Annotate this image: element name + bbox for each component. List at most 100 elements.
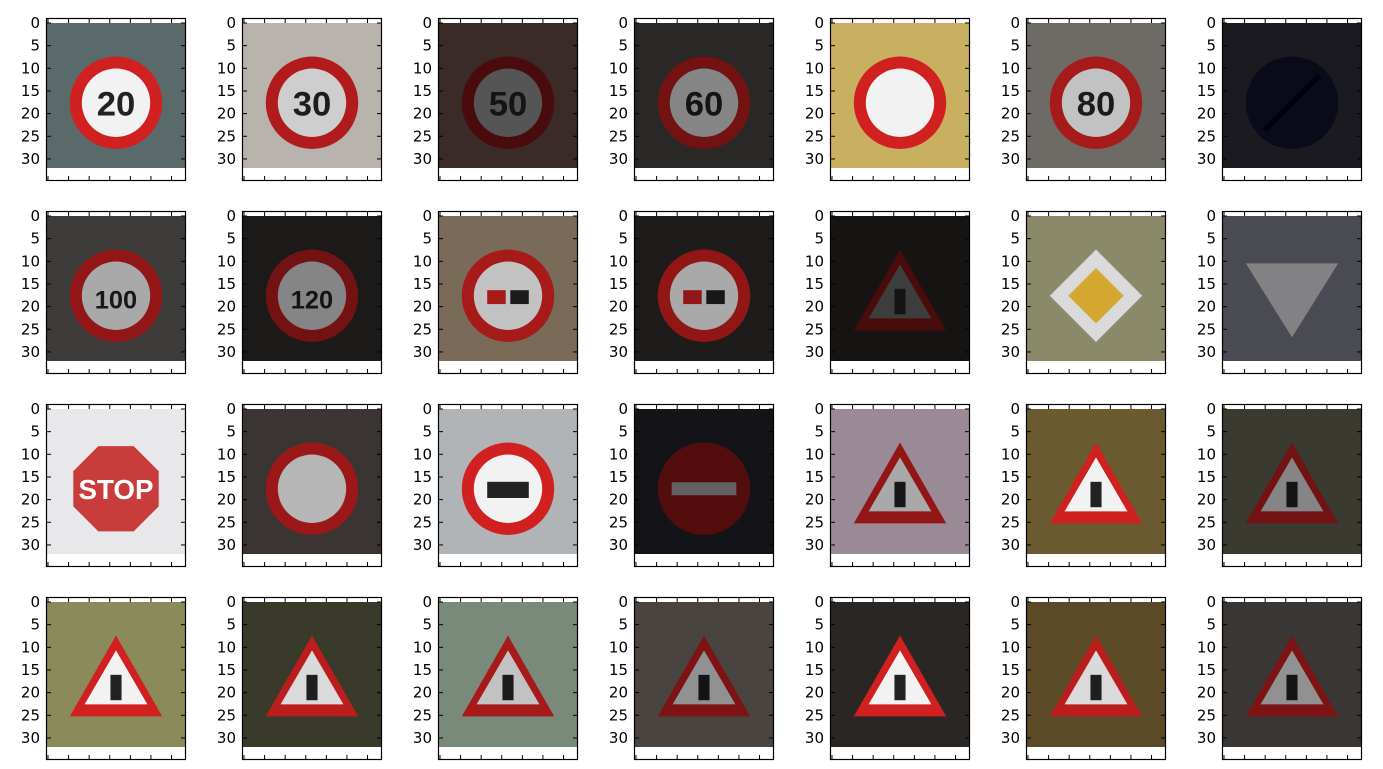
axes-frame bbox=[1221, 596, 1363, 761]
y-tick-label: 5 bbox=[422, 230, 432, 248]
y-tick-label: 30 bbox=[21, 343, 40, 361]
panel-7: 0 5 10 15 20 25 30 bbox=[1197, 14, 1363, 182]
sign-face bbox=[669, 261, 739, 330]
axes-frame bbox=[829, 17, 971, 182]
y-tick-label: 30 bbox=[1001, 729, 1020, 747]
y-tick-label: 30 bbox=[609, 343, 628, 361]
axes-frame bbox=[1025, 596, 1167, 761]
diamond-inner bbox=[1068, 268, 1124, 324]
y-tick-label: 5 bbox=[618, 423, 628, 441]
y-tick-label: 30 bbox=[805, 150, 824, 168]
panel-grid: 2005101520253030051015202530500510152025… bbox=[21, 14, 1363, 761]
y-tick-label: 25 bbox=[217, 320, 236, 338]
y-tick-label: 5 bbox=[814, 37, 824, 55]
y-tick-label: 15 bbox=[1001, 661, 1020, 679]
y-tick-label: 20 bbox=[1001, 105, 1020, 123]
y-tick-label: 20 bbox=[21, 684, 40, 702]
y-tick-label: 10 bbox=[1001, 638, 1020, 656]
y-tick-label: 30 bbox=[413, 536, 432, 554]
y-tick-label: 25 bbox=[413, 513, 432, 531]
axes-frame bbox=[1221, 210, 1363, 375]
y-tick-label: 20 bbox=[413, 105, 432, 123]
y-tick-label: 20 bbox=[21, 491, 40, 509]
y-tick-label: 0 bbox=[1010, 207, 1020, 225]
y-tick-label: 0 bbox=[618, 14, 628, 32]
axes-frame bbox=[45, 403, 187, 568]
y-tick-label: 15 bbox=[805, 82, 824, 100]
y-tick-label: 25 bbox=[805, 320, 824, 338]
end-stripe bbox=[1262, 73, 1322, 133]
y-tick-label: 15 bbox=[1197, 468, 1216, 486]
y-tick-label: 10 bbox=[609, 252, 628, 270]
panel-26: 0 5 10 15 20 25 30 bbox=[805, 593, 971, 761]
y-tick-label: 30 bbox=[1197, 729, 1216, 747]
sign-face bbox=[277, 454, 347, 523]
panel-5: 0 5 10 15 20 25 30 bbox=[805, 14, 971, 182]
y-tick-label: 15 bbox=[21, 661, 40, 679]
axes-frame bbox=[45, 17, 187, 182]
y-tick-label: 20 bbox=[217, 105, 236, 123]
y-tick-label: 25 bbox=[413, 320, 432, 338]
y-tick-label: 15 bbox=[413, 661, 432, 679]
axes-frame bbox=[45, 596, 187, 761]
y-tick-label: 20 bbox=[1001, 491, 1020, 509]
y-tick-label: 5 bbox=[1010, 37, 1020, 55]
sign-number: 60 bbox=[685, 86, 724, 124]
axes-frame bbox=[241, 17, 383, 182]
axes-frame bbox=[1221, 403, 1363, 568]
panel-11: 0 5 10 15 20 25 30 bbox=[609, 207, 775, 375]
y-tick-label: 25 bbox=[609, 127, 628, 145]
axes-frame bbox=[1221, 17, 1363, 182]
y-tick-label: 30 bbox=[413, 343, 432, 361]
y-tick-label: 5 bbox=[30, 230, 40, 248]
sign-face bbox=[865, 68, 935, 137]
y-tick-label: 30 bbox=[21, 536, 40, 554]
panel-10: 0 5 10 15 20 25 30 bbox=[413, 207, 579, 375]
y-tick-label: 15 bbox=[413, 468, 432, 486]
y-tick-label: 25 bbox=[217, 706, 236, 724]
y-tick-label: 15 bbox=[21, 275, 40, 293]
panel-14: 0 5 10 15 20 25 30 bbox=[1197, 207, 1363, 375]
y-tick-label: 0 bbox=[1206, 593, 1216, 611]
y-tick-label: 10 bbox=[1197, 445, 1216, 463]
y-tick-label: 5 bbox=[1010, 230, 1020, 248]
y-tick-label: 20 bbox=[21, 105, 40, 123]
y-tick-label: 30 bbox=[1197, 343, 1216, 361]
y-tick-label: 20 bbox=[21, 298, 40, 316]
panel-4: 60 0 5 10 15 20 25 30 bbox=[609, 14, 775, 182]
y-tick-label: 15 bbox=[217, 661, 236, 679]
y-tick-label: 5 bbox=[30, 423, 40, 441]
y-tick-label: 0 bbox=[422, 207, 432, 225]
panel-15: STOP 0 5 10 15 20 25 30 bbox=[21, 400, 187, 568]
y-tick-label: 5 bbox=[30, 616, 40, 634]
sign-face bbox=[473, 68, 543, 137]
y-tick-label: 30 bbox=[1001, 150, 1020, 168]
y-tick-label: 15 bbox=[609, 468, 628, 486]
y-tick-label: 0 bbox=[30, 400, 40, 418]
warning-symbol bbox=[894, 288, 906, 315]
y-tick-label: 30 bbox=[609, 536, 628, 554]
y-tick-label: 20 bbox=[217, 298, 236, 316]
y-tick-label: 20 bbox=[217, 684, 236, 702]
warning-symbol bbox=[110, 674, 122, 701]
sign-face bbox=[277, 68, 347, 137]
y-tick-label: 30 bbox=[805, 536, 824, 554]
sign-number: 80 bbox=[1077, 86, 1116, 124]
y-tick-label: 10 bbox=[1197, 252, 1216, 270]
y-tick-label: 20 bbox=[413, 684, 432, 702]
y-tick-label: 0 bbox=[30, 593, 40, 611]
y-tick-label: 15 bbox=[21, 82, 40, 100]
y-tick-label: 10 bbox=[805, 638, 824, 656]
y-tick-label: 5 bbox=[1206, 230, 1216, 248]
y-tick-label: 25 bbox=[805, 127, 824, 145]
y-tick-label: 15 bbox=[609, 661, 628, 679]
warning-symbol bbox=[894, 674, 906, 701]
y-tick-label: 0 bbox=[1206, 400, 1216, 418]
axes-frame bbox=[829, 403, 971, 568]
y-tick-label: 15 bbox=[1197, 275, 1216, 293]
axes-frame bbox=[633, 210, 775, 375]
axes-frame bbox=[241, 596, 383, 761]
y-tick-label: 0 bbox=[30, 207, 40, 225]
y-tick-label: 30 bbox=[609, 150, 628, 168]
y-tick-label: 10 bbox=[217, 59, 236, 77]
